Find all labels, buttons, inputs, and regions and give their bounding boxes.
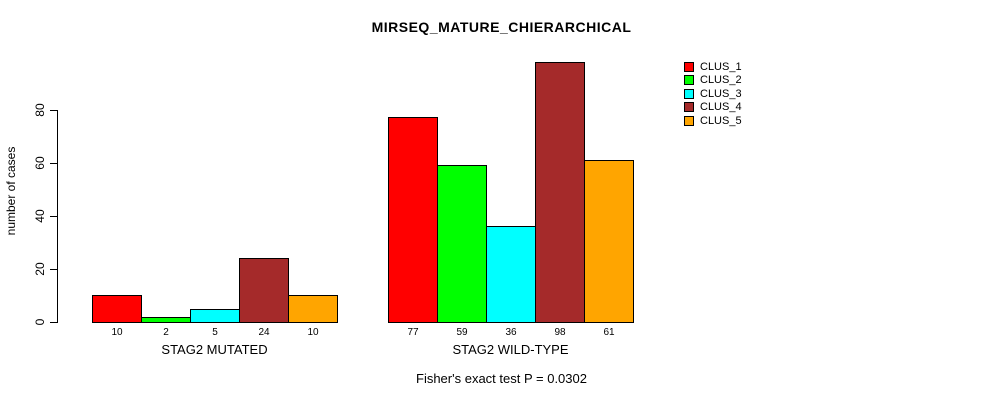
legend-item-clus_4: CLUS_4 <box>684 101 742 115</box>
y-axis-line <box>57 109 58 323</box>
y-axis-tick <box>50 215 57 217</box>
legend-item-clus_5: CLUS_5 <box>684 114 742 128</box>
legend-item-clus_3: CLUS_3 <box>684 87 742 101</box>
legend-label: CLUS_5 <box>700 114 742 127</box>
bar-value-label: 98 <box>554 327 566 338</box>
legend-item-clus_1: CLUS_1 <box>684 60 742 74</box>
bar-value-label: 2 <box>163 327 169 338</box>
bar-clus_5-wildtype <box>584 159 634 323</box>
bar-clus_4-wildtype <box>535 61 585 323</box>
legend-swatch <box>684 61 694 72</box>
y-axis-tick-label: 80 <box>33 102 47 117</box>
bar-clus_2-wildtype <box>437 165 487 323</box>
y-axis-tick <box>50 268 57 270</box>
bar-value-label: 77 <box>407 327 419 338</box>
legend-swatch <box>684 88 694 99</box>
bar-clus_5-mutated <box>288 295 338 323</box>
bar-value-label: 5 <box>212 327 218 338</box>
bar-value-label: 61 <box>603 327 615 338</box>
y-axis-tick <box>50 109 57 111</box>
legend-label: CLUS_2 <box>700 74 742 87</box>
y-axis-tick-label: 0 <box>33 318 47 326</box>
legend-label: CLUS_3 <box>700 87 742 100</box>
bar-clus_2-mutated <box>141 316 191 323</box>
legend-item-clus_2: CLUS_2 <box>684 74 742 88</box>
bar-clus_1-mutated <box>92 295 142 323</box>
bar-value-label: 10 <box>111 327 123 338</box>
legend-label: CLUS_4 <box>700 101 742 114</box>
bar-value-label: 36 <box>505 327 517 338</box>
legend-label: CLUS_1 <box>700 60 742 73</box>
chart-title: MIRSEQ_MATURE_CHIERARCHICAL <box>371 19 632 35</box>
y-axis-tick <box>50 322 57 323</box>
y-axis-tick-label: 60 <box>33 155 47 170</box>
bar-clus_3-mutated <box>190 308 240 323</box>
y-axis-tick-label: 40 <box>33 209 47 223</box>
stats-caption: Fisher's exact test P = 0.0302 <box>416 371 587 386</box>
legend-swatch <box>684 115 694 126</box>
bar-value-label: 59 <box>456 327 468 338</box>
bar-value-label: 24 <box>258 327 270 338</box>
bar-clus_3-wildtype <box>486 226 536 323</box>
bar-clus_1-wildtype <box>388 117 438 323</box>
legend-swatch <box>684 102 694 113</box>
y-axis-tick <box>50 162 57 164</box>
legend-swatch <box>684 75 694 86</box>
group-label-mutated: STAG2 MUTATED <box>161 342 268 357</box>
legend: CLUS_1 CLUS_2 CLUS_3 CLUS_4 CLUS_5 <box>684 60 742 128</box>
y-axis-tick-label: 20 <box>33 262 47 276</box>
bar-value-label: 10 <box>307 327 319 338</box>
y-axis-label: number of cases <box>4 146 18 236</box>
bar-clus_4-mutated <box>239 258 289 323</box>
group-label-wildtype: STAG2 WILD-TYPE <box>452 342 569 357</box>
